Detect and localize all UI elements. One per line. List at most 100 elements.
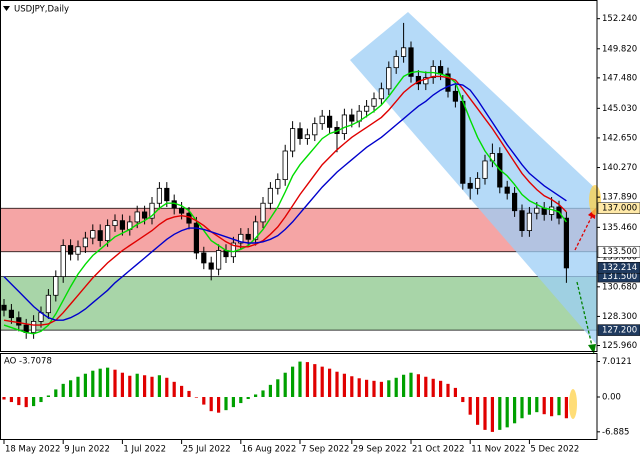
candle-body [82,237,88,248]
y-tick-label: 142.650 [602,133,637,143]
candle-body [208,262,214,270]
ao-bar [357,378,361,397]
candle-body [319,115,325,125]
candle-body [201,252,207,264]
ao-bar [165,377,169,397]
price-label: 133.500 [602,247,637,257]
candle-body [474,177,481,189]
candle-body [16,317,22,326]
ao-bar [439,380,443,397]
candle-body [45,294,52,314]
candle-body [119,220,125,230]
ao-bar [291,366,295,397]
price-label-box [597,261,640,274]
indicator-title: AO -3.7078 [4,357,52,367]
candle-body [97,230,103,241]
candle-body [504,186,510,194]
candle-body [534,207,540,214]
ao-bar [328,368,332,397]
ao-bar [527,397,531,415]
moving-average [3,70,567,335]
price-label-box [597,324,640,336]
candle-body [53,276,59,296]
ao-bar [498,397,502,430]
candle-body [445,73,451,92]
ao-bar [461,397,465,403]
price-label: 132.214 [602,263,637,273]
ao-bar [2,397,6,400]
candle-body [408,47,414,77]
ao-bar [135,373,139,397]
ao-bar [394,377,398,397]
ao-bar [305,362,309,397]
ao-bar [520,397,524,419]
ao-bar [350,376,354,397]
candle-body [341,114,348,134]
y-tick-label: 140.270 [602,163,637,173]
ao-bar [76,376,80,397]
x-tick-label: 9 Jun 2022 [64,445,110,455]
ao-bar [320,366,324,397]
candle-body [90,230,96,239]
y-tick-label: 145.030 [602,104,637,114]
trend-channel [350,12,597,345]
ao-bar [83,373,87,397]
candle-body [526,212,533,232]
candle-body [437,66,444,75]
x-tick-label: 18 May 2022 [5,445,60,455]
up-arrow [574,213,594,251]
ao-bar [194,397,198,398]
ao-bar [335,371,339,397]
candle-body [164,187,170,202]
y-tick-label: 130.680 [602,282,637,292]
ao-bar [557,397,561,416]
highlight [569,389,577,419]
ao-bar [446,383,450,397]
candle-body [252,221,259,240]
y-tick-label: 137.890 [602,193,637,203]
ao-bar [342,373,346,397]
ao-bar [120,372,124,397]
ao-bar [231,397,235,408]
ao-bar [387,380,391,397]
candle-body [238,233,244,244]
ao-bar [202,397,206,405]
candle-body [112,220,118,227]
ao-bar [283,372,287,397]
zone [0,276,597,331]
ao-bar [298,361,302,397]
candle-body [289,128,296,152]
candle-body [312,123,318,136]
ao-bar [490,397,494,432]
ao-bar [113,369,117,397]
ao-bar [379,381,383,397]
candle-body [134,211,140,223]
candle-body [482,160,488,179]
ao-bar [180,385,184,397]
candle-body [267,187,274,204]
ao-bar [431,378,435,397]
candle-body [260,202,266,223]
ao-bar [246,397,250,400]
x-tick-label: 5 Dec 2022 [530,445,579,455]
x-tick-label: 21 Oct 2022 [412,445,465,455]
x-tick-label: 16 Aug 2022 [242,445,296,455]
ao-bar [128,375,132,397]
x-tick-label: 7 Sep 2022 [301,445,349,455]
ao-bar [172,381,176,397]
candle-body [193,222,199,254]
candle-body [363,105,370,112]
candle-body [245,233,251,240]
candle-body [1,304,7,311]
price-label: 131.500 [602,272,637,282]
candle-body [297,128,303,139]
ao-bar [268,384,272,397]
ao-bar [416,374,420,397]
chart-title: USDJPY,Daily [14,5,69,15]
down-arrow [576,281,593,347]
candle-body [230,242,236,258]
ao-bar [17,397,21,406]
ao-bar [365,379,369,397]
ao-bar [453,387,457,397]
ao-bar [24,397,28,408]
